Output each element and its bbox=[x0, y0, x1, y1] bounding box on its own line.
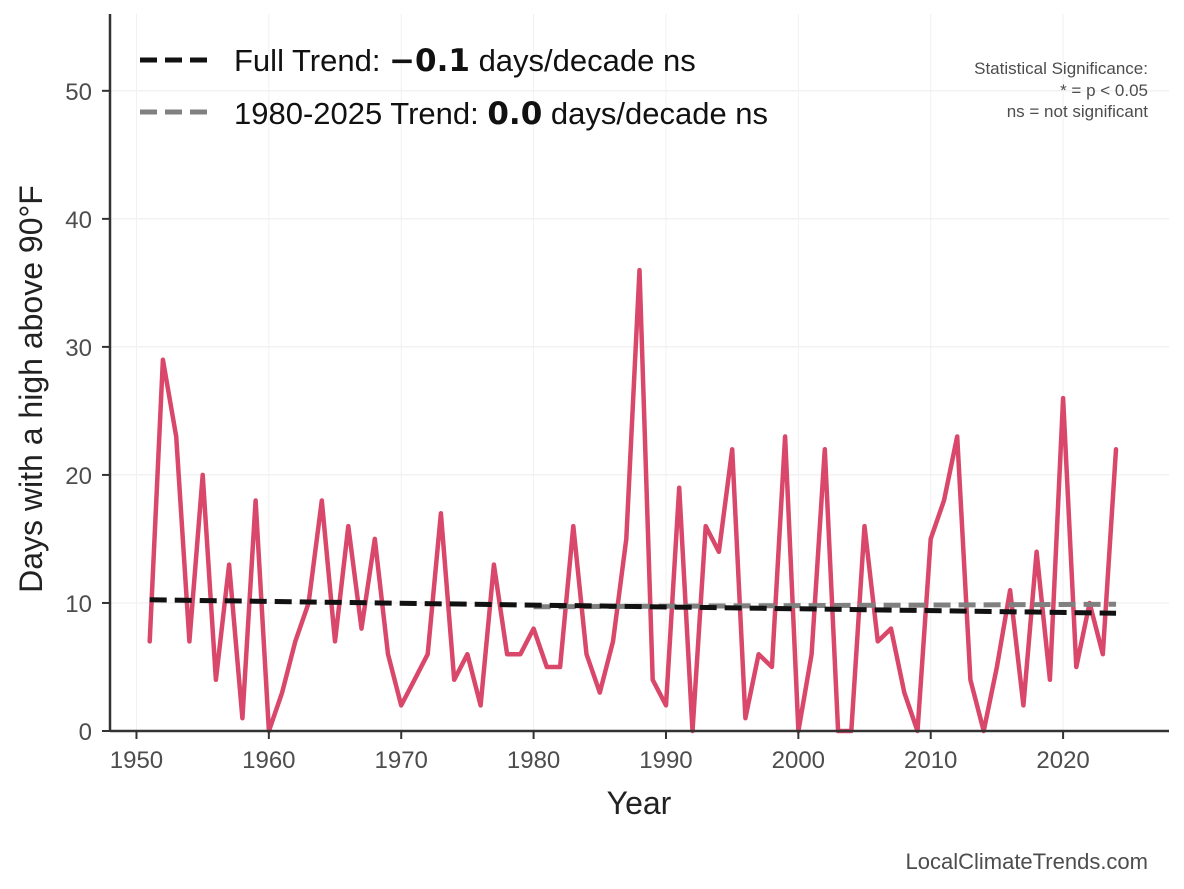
x-axis-title: Year bbox=[607, 785, 672, 821]
x-tick-label-1970: 1970 bbox=[375, 747, 428, 774]
y-tick-label-50: 50 bbox=[65, 79, 92, 106]
trend-lines-layer bbox=[149, 597, 1117, 616]
x-tick-label-1950: 1950 bbox=[110, 747, 163, 774]
y-tick-label-0: 0 bbox=[79, 719, 92, 746]
x-tick-label-1990: 1990 bbox=[639, 747, 692, 774]
y-tick-label-40: 40 bbox=[65, 207, 92, 234]
x-tick-label-1960: 1960 bbox=[242, 747, 295, 774]
axis-ticks: 1950 1960 1970 1980 1990 2000 2010 2020 0 10 20 30 4… bbox=[65, 79, 1089, 774]
axes bbox=[108, 14, 1169, 733]
y-tick-label-20: 20 bbox=[65, 463, 92, 490]
legend-label-recent-trend: 1980-2025 Trend: 0.0 days/decade ns bbox=[234, 96, 768, 132]
y-axis-title: Days with a high above 90°F bbox=[13, 185, 49, 593]
y-tick-label-30: 30 bbox=[65, 335, 92, 362]
trend-line-1 bbox=[533, 601, 1117, 610]
x-tick-label-2000: 2000 bbox=[772, 747, 825, 774]
x-tick-label-1980: 1980 bbox=[507, 747, 560, 774]
trend-line-0 bbox=[149, 597, 1117, 616]
significance-ns-note: ns = not significant bbox=[1007, 102, 1149, 121]
series-line-0 bbox=[147, 267, 1119, 734]
significance-star-note: * = p < 0.05 bbox=[1060, 81, 1148, 100]
x-tick-label-2020: 2020 bbox=[1036, 747, 1089, 774]
significance-note: Statistical Significance: * = p < 0.05 n… bbox=[974, 59, 1148, 121]
source-credit: LocalClimateTrends.com bbox=[906, 849, 1149, 874]
data-series-layer bbox=[147, 267, 1119, 734]
legend: Full Trend: −0.1 days/decade ns 1980-202… bbox=[140, 43, 768, 132]
legend-label-full-trend: Full Trend: −0.1 days/decade ns bbox=[234, 43, 696, 79]
x-tick-label-2010: 2010 bbox=[904, 747, 957, 774]
y-tick-label-10: 10 bbox=[65, 591, 92, 618]
significance-title: Statistical Significance: bbox=[974, 59, 1148, 78]
